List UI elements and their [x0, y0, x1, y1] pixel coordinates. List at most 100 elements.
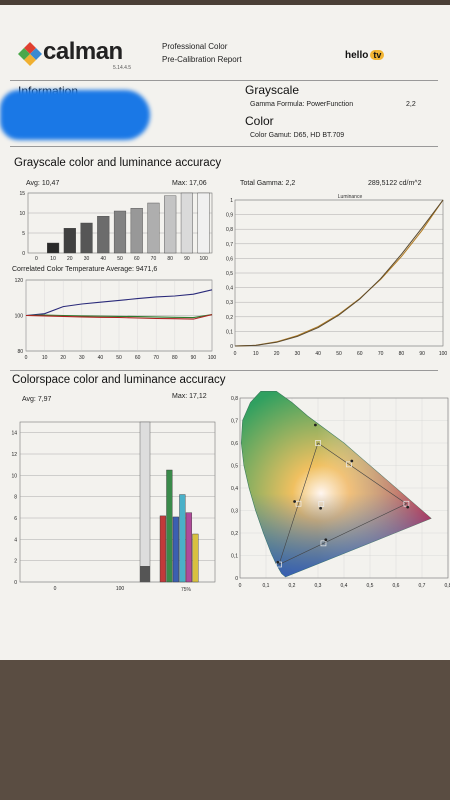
lum-xtick: 60 — [357, 351, 363, 357]
colorspace-max: Max: 17,12 — [172, 393, 207, 400]
cs-bar — [179, 494, 186, 583]
cct-series-line — [25, 314, 213, 320]
gs-bar — [180, 192, 193, 254]
cs-bar — [185, 512, 192, 583]
gs-bar — [147, 202, 160, 254]
grayscale-avg: Avg: 10,47 — [26, 180, 60, 187]
logo-text: calman — [43, 38, 123, 65]
cct-xtick: 20 — [60, 355, 66, 361]
cie-xtick: 0,8 — [445, 583, 450, 589]
color-gamut: Color Gamut: D65, HD BT.709 — [250, 132, 345, 139]
cs-xtick: 0 — [54, 586, 57, 592]
gs-xtick: 10 — [50, 256, 56, 262]
cs-grayramp — [139, 421, 151, 583]
lum-ytick: 0,4 — [226, 286, 233, 292]
gs-xtick: 50 — [117, 256, 123, 262]
hellotv-badge: tv — [370, 50, 385, 60]
gs-ytick: 5 — [22, 231, 25, 237]
cct-xtick: 100 — [208, 355, 217, 361]
gs-bar — [63, 228, 76, 254]
cie-xtick: 0,6 — [393, 583, 400, 589]
colorspace-bars: 0 2 4 6 8 10 12 14 0 100 — [11, 421, 216, 592]
gs-xtick: 40 — [100, 256, 106, 262]
cie-target-square — [315, 440, 321, 446]
cie-gamut-triangle — [278, 442, 407, 566]
cs-ytick: 4 — [14, 537, 17, 543]
calman-logo-icon — [18, 42, 42, 66]
gamma-formula: Gamma Formula: PowerFunction — [250, 101, 354, 108]
gs-ytick: 10 — [19, 211, 25, 217]
lum-ytick: 0,6 — [226, 256, 233, 262]
cct-xtick: 30 — [79, 355, 85, 361]
hellotv-hello: hello — [345, 50, 369, 61]
cs-ytick: 6 — [14, 516, 17, 522]
gs-bar — [164, 195, 177, 254]
report-title-line2: Pre-Calibration Report — [162, 55, 242, 64]
cie-measured-point — [276, 560, 280, 564]
lum-ytick: 0,2 — [226, 315, 233, 321]
gs-xtick: 60 — [134, 256, 140, 262]
luminance-plot: 00,10,20,30,40,50,60,70,80,910 10 20 30 40 50… — [226, 198, 447, 357]
cie-xtick: 0,1 — [263, 583, 270, 589]
cie-measured-point — [314, 423, 317, 427]
cs-frame — [19, 421, 216, 583]
hellotv-logo: hello tv — [345, 50, 385, 61]
color-label: Color — [245, 114, 274, 128]
lum-ytick: 0 — [230, 344, 233, 350]
cie-xtick: 0,3 — [315, 583, 322, 589]
lum-xtick: 10 — [253, 351, 259, 357]
lum-ytick: 0,5 — [226, 271, 233, 277]
calman-logo: calman 5.14.4.5 — [18, 38, 138, 74]
cct-line-chart: 80 100 120 0 10 20 30 40 50 60 70 80 90 100 — [15, 278, 217, 361]
cs-ytick: 2 — [14, 559, 17, 565]
cie-target-square — [295, 500, 302, 507]
cie-target-square — [403, 500, 410, 507]
gs-xtick: 80 — [167, 256, 173, 262]
floor-background — [0, 660, 450, 800]
cie-measured-point — [324, 538, 328, 542]
gs-xtick: 0 — [35, 256, 38, 262]
luminance-chart: Luminance 00,10,20,30,40,50,60,70,80,910… — [226, 194, 447, 357]
cie-locus-blue — [241, 391, 432, 577]
lum-ytick: 0,8 — [226, 227, 233, 233]
colorspace-bar-chart: 0 2 4 6 8 10 12 14 0 100 75% — [11, 421, 216, 593]
cie-ytick: 0,4 — [231, 486, 238, 492]
gs-ytick: 15 — [19, 191, 25, 197]
cie-ytick: 0,6 — [231, 441, 238, 447]
gs-bar — [80, 222, 93, 254]
lum-xtick: 0 — [234, 351, 237, 357]
cs-ytick: 12 — [11, 452, 17, 458]
cct-ytick: 120 — [15, 278, 24, 284]
lum-xtick: 30 — [295, 351, 301, 357]
report-title-line1: Professional Color — [162, 42, 228, 51]
lum-xtick: 90 — [419, 351, 425, 357]
total-gamma: Total Gamma: 2,2 — [240, 180, 296, 187]
luminance-label: Luminance — [338, 194, 363, 200]
lum-xtick: 40 — [315, 351, 321, 357]
grayscale-bar-chart: 0 5 10 15 0 10 20 30 40 50 60 70 80 90 100 — [19, 191, 213, 262]
cct-title: Correlated Color Temperature Average: 94… — [12, 266, 158, 273]
cct-xtick: 0 — [25, 355, 28, 361]
cs-ytick: 8 — [14, 495, 17, 501]
cie-measured-point — [406, 505, 410, 509]
lum-ytick: 0,3 — [226, 300, 233, 306]
cie-target-square — [320, 540, 327, 547]
cs-bar — [172, 516, 179, 583]
cct-ytick: 100 — [15, 314, 24, 320]
cct-xtick: 70 — [153, 355, 159, 361]
info-divider — [10, 146, 438, 147]
gamma-value: 2,2 — [406, 101, 416, 108]
gs-bar — [197, 192, 210, 254]
gs-xtick: 70 — [151, 256, 157, 262]
lum-ytick: 0,9 — [226, 213, 233, 219]
lum-xtick: 50 — [336, 351, 342, 357]
cie-ytick: 0,8 — [231, 396, 238, 402]
cct-series-line — [25, 289, 213, 317]
lum-xtick: 70 — [378, 351, 384, 357]
cie-target-square — [318, 501, 325, 507]
cie-ytick: 0,1 — [231, 554, 238, 560]
gs-bar — [130, 208, 143, 254]
cct-xtick: 90 — [191, 355, 197, 361]
grayscale-charts: 0 5 10 15 0 10 20 30 40 50 60 70 80 90 100 80 100 120 0 10… — [15, 191, 217, 361]
gs-bar — [113, 210, 127, 254]
